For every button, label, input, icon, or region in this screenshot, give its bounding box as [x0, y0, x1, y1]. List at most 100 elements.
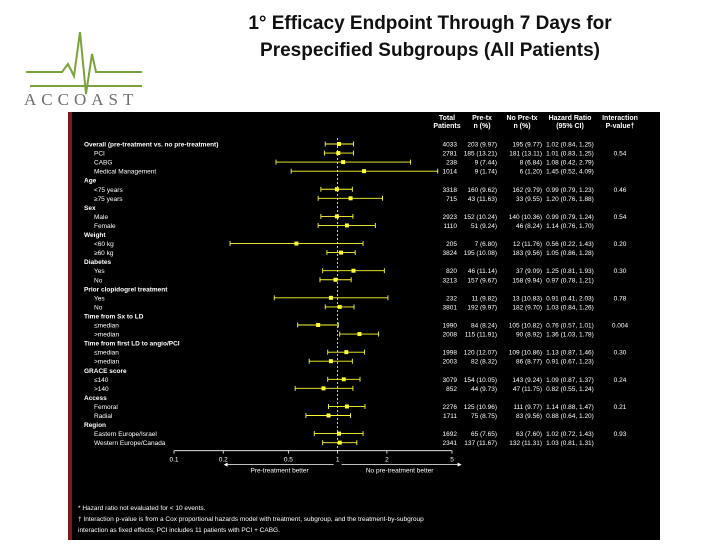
row-hr-text-0: 1.02 (0.84, 1.25)	[546, 142, 594, 149]
row-total-20: 1990	[443, 323, 458, 330]
row-total-3: 1014	[443, 169, 458, 176]
row-label-0: Overall (pre-treatment vs. no pre-treatm…	[84, 142, 218, 149]
row-nopre-21: 90 (8.92)	[516, 332, 542, 339]
row-pre-9: 51 (9.24)	[471, 223, 497, 230]
direction-label-right: No pre-treatment better	[366, 468, 434, 475]
row-pre-11: 7 (6.80)	[475, 241, 497, 248]
row-total-30: 1711	[443, 413, 457, 420]
row-hr-text-23: 1.13 (0.87, 1.46)	[546, 350, 594, 357]
row-total-12: 3824	[443, 250, 458, 257]
row-total-1: 2781	[443, 151, 458, 158]
row-label-4: Age	[84, 178, 97, 185]
row-label-27: >140	[94, 386, 109, 393]
hr-point-6	[348, 196, 353, 201]
row-total-33: 2341	[443, 440, 458, 447]
row-label-21: >median	[94, 332, 119, 339]
row-total-24: 2003	[443, 359, 458, 366]
row-label-32: Eastern Europe/Israel	[94, 431, 157, 438]
row-hr-text-8: 0.99 (0.79, 1.24)	[546, 214, 594, 221]
row-pvalue-20: 0.004	[612, 323, 629, 330]
column-header-4-line-1: Interaction	[602, 115, 638, 122]
row-nopre-14: 37 (9.09)	[516, 268, 542, 275]
row-label-11: <60 kg	[94, 241, 114, 248]
row-pre-0: 203 (9.97)	[467, 142, 497, 149]
row-total-23: 1998	[443, 350, 458, 357]
hr-point-0	[337, 142, 342, 146]
row-pre-29: 125 (10.96)	[464, 404, 497, 411]
row-hr-text-24: 0.91 (0.67, 1.23)	[546, 359, 594, 366]
row-label-15: No	[94, 277, 103, 284]
title-line-2: Prespecified Subgroups (All Patients)	[260, 40, 600, 61]
row-nopre-0: 195 (9.77)	[512, 142, 542, 149]
row-label-18: No	[94, 304, 103, 311]
column-header-2-line-1: No Pre-tx	[506, 115, 537, 122]
column-header-0: Total Patients	[433, 115, 460, 130]
row-total-21: 2008	[443, 332, 458, 339]
x-tick-label-5: 5	[450, 457, 454, 464]
row-total-11: 205	[446, 241, 457, 248]
hr-point-26	[341, 377, 346, 382]
row-pvalue-17: 0.78	[614, 295, 627, 302]
hr-point-9	[344, 223, 349, 228]
forest-plot-panel: Total Patients Pre-tx n (%) No Pre-tx n (%) Ha…	[68, 112, 660, 540]
column-header-3-line-2: (95% CI)	[556, 123, 584, 130]
row-hr-text-20: 0.76 (0.57, 1.01)	[546, 323, 594, 330]
hr-point-12	[339, 250, 344, 255]
row-total-26: 3079	[443, 377, 458, 384]
row-nopre-17: 13 (10.83)	[512, 295, 542, 302]
direction-label-left: Pre-treatment better	[251, 468, 310, 475]
column-header-1-line-2: n (%)	[473, 123, 490, 130]
row-total-17: 232	[446, 295, 457, 302]
row-pre-18: 192 (9.97)	[467, 304, 497, 311]
row-pvalue-26: 0.24	[614, 377, 627, 384]
hr-point-5	[334, 187, 339, 192]
row-pre-8: 152 (10.24)	[464, 214, 497, 221]
row-pre-33: 137 (11.67)	[464, 440, 497, 447]
row-nopre-6: 33 (9.55)	[516, 196, 542, 203]
accoast-logo-mark	[26, 31, 142, 95]
row-hr-text-2: 1.08 (0.42, 2.79)	[546, 160, 594, 167]
logo-ecg-line	[26, 31, 142, 95]
row-hr-text-32: 1.02 (0.72, 1.43)	[546, 431, 594, 438]
row-nopre-18: 182 (9.70)	[512, 304, 542, 311]
x-tick-label-2: 0.5	[284, 457, 293, 464]
column-header-4: Interaction P-value†	[602, 115, 638, 130]
column-header-4-line-2: P-value†	[606, 123, 635, 130]
row-nopre-33: 132 (11.31)	[509, 440, 542, 447]
column-header-3: Hazard Ratio (95% CI)	[549, 115, 592, 130]
row-pre-3: 9 (1.74)	[475, 169, 497, 176]
row-label-6: ≥75 years	[94, 196, 123, 203]
row-pre-26: 154 (10.05)	[464, 377, 497, 384]
row-pre-17: 11 (9.82)	[471, 295, 497, 302]
row-total-18: 3801	[443, 304, 458, 311]
row-total-2: 238	[446, 160, 457, 167]
row-pre-1: 185 (13.21)	[464, 151, 497, 158]
row-pre-12: 195 (10.08)	[464, 250, 497, 257]
row-hr-text-14: 1.25 (0.81, 1.93)	[546, 268, 594, 275]
footnote-1: * Hazard ratio not evaluated for < 10 ev…	[78, 505, 206, 512]
row-hr-text-29: 1.14 (0.88, 1.47)	[546, 404, 594, 411]
row-label-2: CABG	[94, 160, 112, 167]
row-nopre-15: 158 (9.94)	[512, 277, 542, 284]
row-label-3: Medical Management	[94, 169, 156, 176]
row-hr-text-11: 0.56 (0.22, 1.43)	[546, 241, 594, 248]
row-label-20: ≤median	[94, 323, 119, 330]
row-label-28: Access	[84, 395, 107, 402]
row-pre-21: 115 (11.91)	[465, 332, 497, 339]
row-hr-text-15: 0.97 (0.78, 1.21)	[546, 277, 594, 284]
row-label-5: <75 years	[94, 187, 123, 194]
footnote-2: † Interaction p-value is from a Cox prop…	[78, 516, 424, 523]
row-nopre-20: 105 (10.82)	[509, 323, 542, 330]
row-pre-27: 44 (9.73)	[471, 386, 497, 393]
row-label-7: Sex	[84, 205, 96, 212]
row-hr-text-27: 0.82 (0.55, 1.24)	[546, 386, 594, 393]
row-label-19: Time from Sx to LD	[84, 313, 144, 320]
column-header-2: No Pre-tx n (%)	[506, 115, 537, 130]
arrow-right-head	[457, 462, 462, 467]
row-pvalue-5: 0.46	[614, 187, 627, 194]
hr-point-24	[328, 359, 333, 364]
row-hr-text-18: 1.03 (0.84, 1.26)	[546, 304, 594, 311]
row-hr-text-21: 1.36 (1.03, 1.78)	[546, 332, 594, 339]
row-label-30: Radial	[94, 413, 113, 420]
hr-point-17	[328, 295, 333, 300]
